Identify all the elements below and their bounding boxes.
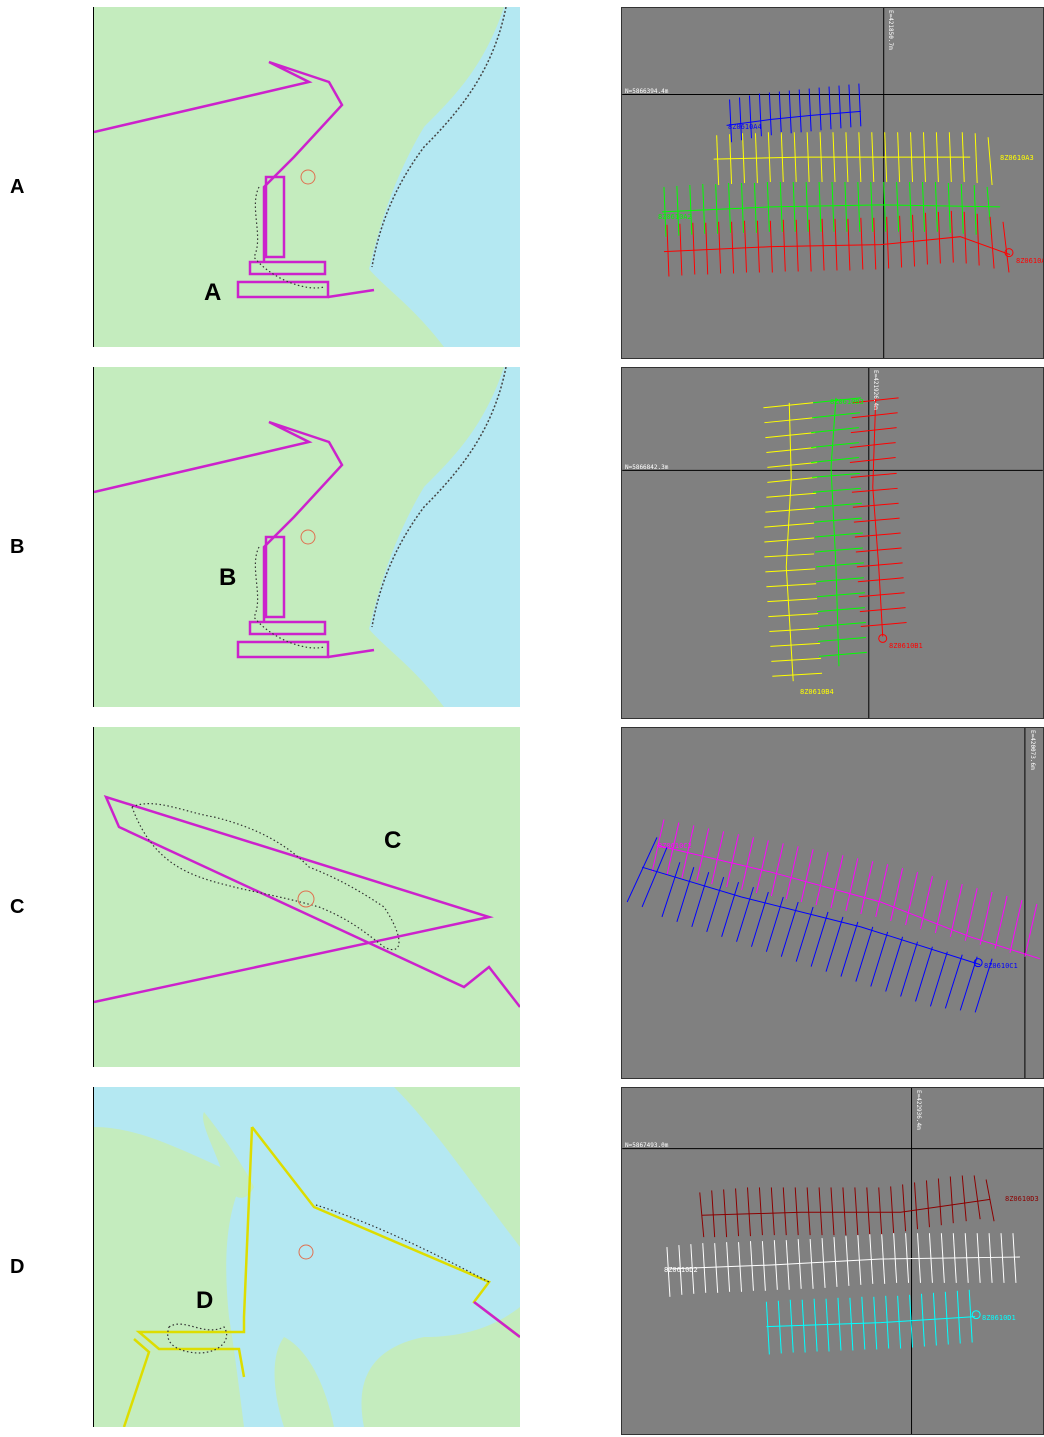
row-label-a: A [10, 176, 25, 198]
northing-label-a: N=5866394.4m [625, 88, 669, 95]
river-d [94, 1087, 520, 1427]
plot-d-svg [622, 1088, 1043, 1434]
northing-label-d: N=5867493.0m [625, 1142, 669, 1149]
line-label-a4: 8Z0610A4 [728, 123, 762, 131]
easting-label-b: E=421926.4m [872, 370, 879, 410]
row-label-c: C [10, 896, 25, 918]
line-c2 [651, 819, 1040, 960]
line-a1 [663, 210, 1014, 277]
plot-c-svg [626, 728, 1040, 1078]
line-label-a3: 8Z0610A3 [1000, 154, 1034, 162]
line-label-b3: 8Z0610B3 [830, 398, 864, 406]
plot-panel-b: N=5866842.3m E=421926.4m 8Z0610B3 8Z0610… [621, 367, 1044, 719]
line-label-b1: 8Z0610B1 [889, 642, 923, 650]
track-c [94, 794, 520, 1008]
map-c-svg [94, 727, 520, 1067]
map-letter-c: C [384, 827, 402, 854]
river-b [369, 367, 520, 707]
plot-panel-c: E=420073.6m 8Z0610C2 8Z0610C1 [621, 727, 1044, 1079]
river-a [369, 7, 520, 347]
map-letter-a: A [204, 279, 222, 306]
map-letter-b: B [219, 564, 237, 591]
map-panel-c: C [93, 727, 520, 1067]
track-b [94, 420, 344, 622]
northing-label-b: N=5866842.3m [625, 464, 669, 471]
line-a4 [726, 83, 862, 143]
track-a [94, 60, 344, 262]
easting-label-d: E=422936.4m [915, 1090, 922, 1130]
line-label-d3: 8Z0610D3 [1005, 1195, 1039, 1203]
line-a2 [661, 181, 1001, 237]
plot-a-svg [622, 8, 1043, 358]
line-b1 [849, 397, 907, 643]
map-b-svg [94, 367, 520, 707]
line-b4 [763, 402, 823, 682]
line-a3 [713, 132, 993, 186]
line-label-c2: 8Z0610C2 [658, 842, 692, 850]
plot-b-svg [622, 368, 1043, 718]
line-d2 [666, 1233, 1020, 1297]
line-label-a2: 8Z0610A2 [658, 213, 692, 221]
line-d3 [699, 1175, 995, 1238]
plot-panel-a: N=5866394.4m E=421850.7m 8Z0610A4 8Z0610… [621, 7, 1044, 359]
easting-label-a: E=421850.7m [887, 10, 894, 50]
map-d-svg [94, 1087, 520, 1427]
map-letter-d: D [196, 1287, 214, 1314]
line-label-b4: 8Z0610B4 [800, 688, 834, 696]
line-label-d2: 8Z0610D2 [664, 1266, 698, 1274]
map-panel-d: D [93, 1087, 520, 1427]
easting-label-c: E=420073.6m [1029, 730, 1036, 770]
row-label-d: D [10, 1256, 25, 1278]
line-label-d1: 8Z0610D1 [982, 1314, 1016, 1322]
line-label-c1: 8Z0610C1 [984, 962, 1018, 970]
line-label-a1: 8Z0610A1 [1016, 257, 1043, 265]
map-panel-b: B [93, 367, 520, 707]
map-a-svg [94, 7, 520, 347]
line-d1 [765, 1289, 981, 1355]
line-c1 [626, 837, 993, 1013]
map-panel-a: A [93, 7, 520, 347]
plot-panel-d: N=5867493.0m E=422936.4m 8Z0610D3 8Z0610… [621, 1087, 1044, 1435]
line-b3 [811, 397, 867, 667]
row-label-b: B [10, 536, 25, 558]
